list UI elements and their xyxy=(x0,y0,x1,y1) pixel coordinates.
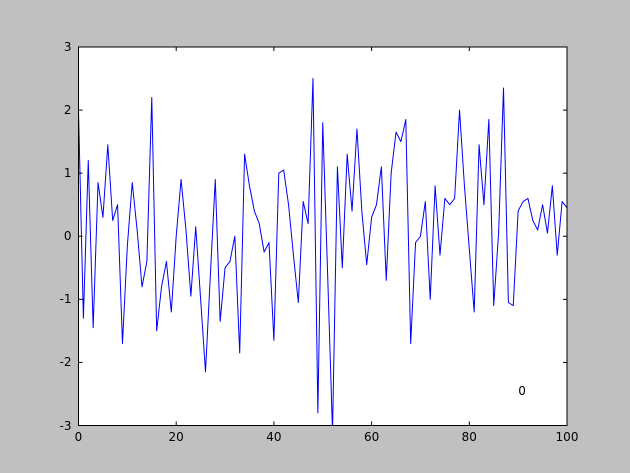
y-tick-label: 1 xyxy=(63,166,72,181)
y-tick-label: 2 xyxy=(63,103,72,118)
x-tick-label: 80 xyxy=(461,429,477,444)
x-tick-label: 100 xyxy=(555,429,579,444)
axes-background xyxy=(78,47,567,426)
data-line xyxy=(78,78,567,426)
y-tick-label: 3 xyxy=(63,40,72,54)
y-tick-label: 0 xyxy=(63,229,72,244)
x-tick-label: 20 xyxy=(168,429,184,444)
axes-spines xyxy=(78,46,568,426)
x-tick-label: 60 xyxy=(363,429,380,444)
y-tick-label: -3 xyxy=(59,418,72,433)
x-tick-label: 0 xyxy=(74,429,83,444)
y-tick-label: -2 xyxy=(59,355,72,370)
plot-annotation-text: 0 xyxy=(518,383,526,398)
x-tick-label: 40 xyxy=(266,429,282,444)
y-tick-label: -1 xyxy=(59,292,72,307)
